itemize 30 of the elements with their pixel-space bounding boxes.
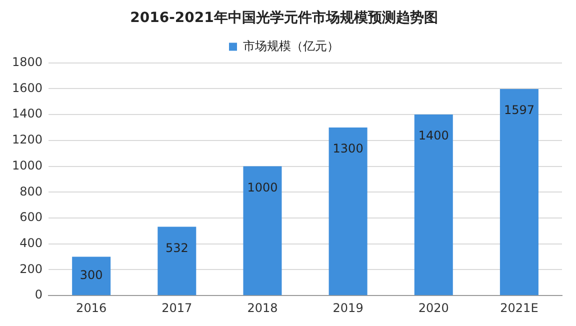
bar — [158, 226, 196, 296]
y-tick-label: 1800 — [12, 54, 43, 69]
chart-title: 2016-2021年中国光学元件市场规模预测趋势图 — [130, 9, 438, 26]
y-tick-label: 1200 — [12, 132, 43, 147]
bar — [72, 256, 111, 296]
bar — [500, 89, 538, 296]
x-tick-label: 2017 — [162, 300, 192, 315]
x-tick-label: 2018 — [247, 300, 278, 315]
y-tick-label: 1600 — [12, 80, 43, 95]
data-label: 1400 — [418, 128, 449, 143]
data-label: 1300 — [332, 142, 364, 156]
x-tick-label: 2021E — [500, 300, 538, 315]
legend-label: 市场规模（亿元） — [243, 38, 339, 53]
y-tick-label: 1000 — [12, 158, 43, 172]
y-tick-label: 800 — [20, 184, 43, 198]
x-tick-label: 2016 — [76, 300, 107, 315]
y-tick-label: 1400 — [12, 106, 43, 121]
data-label: 1597 — [504, 103, 534, 118]
x-tick-label: 2020 — [418, 300, 449, 315]
x-tick-label: 2019 — [332, 300, 364, 315]
bar — [414, 114, 453, 296]
y-tick-label: 600 — [20, 210, 43, 224]
y-tick-label: 200 — [20, 262, 43, 276]
y-tick-label: 0 — [34, 288, 43, 302]
data-label: 300 — [80, 268, 103, 282]
data-label: 532 — [165, 240, 188, 255]
data-label: 1000 — [247, 180, 278, 194]
bar — [328, 127, 368, 296]
y-tick-label: 400 — [20, 236, 43, 250]
bar — [243, 166, 282, 296]
